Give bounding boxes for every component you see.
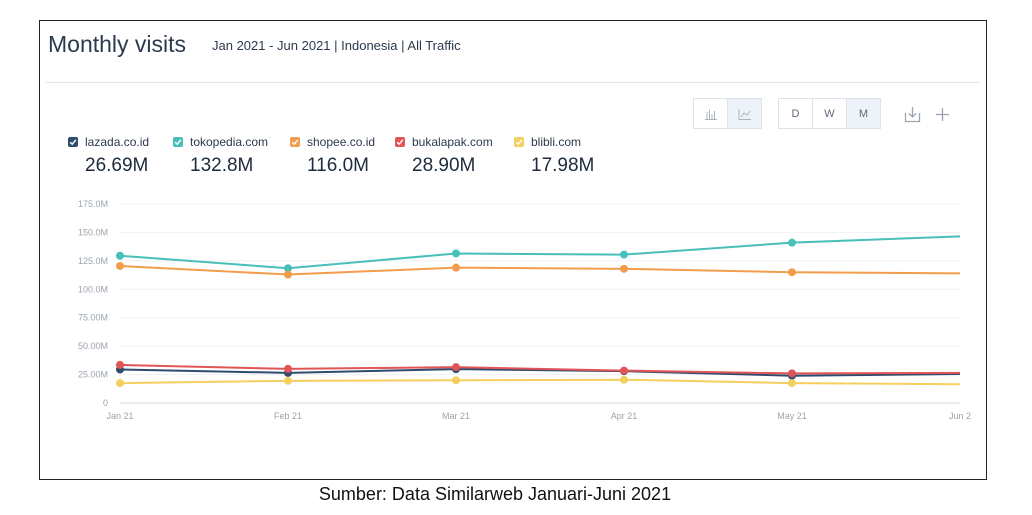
- line-chart: 0 25.00M 50.00M 75.00M 100.0M 125.0M 150.0M 175…: [78, 199, 971, 421]
- bar-chart-icon[interactable]: [694, 99, 727, 128]
- checkbox-icon[interactable]: [514, 137, 524, 147]
- chart-type-toggle: [693, 98, 762, 129]
- download-icon[interactable]: [903, 105, 921, 123]
- legend-item-4[interactable]: blibli.com 17.98M: [514, 135, 614, 183]
- chart-legend: lazada.co.id 26.69M tokopedia.com 132.8M sho…: [68, 135, 614, 183]
- legend-series-total: 28.90M: [412, 155, 476, 176]
- y-tick-label: 125.0M: [78, 256, 108, 266]
- legend-series-name: blibli.com: [531, 135, 582, 149]
- legend-label-row: blibli.com: [514, 135, 614, 149]
- data-point: [620, 366, 628, 375]
- data-point: [788, 238, 796, 247]
- x-tick-label: Jan 21: [106, 411, 133, 421]
- y-tick-label: 0: [103, 398, 108, 408]
- legend-series-name: tokopedia.com: [190, 135, 269, 149]
- x-tick-label: Mar 21: [442, 411, 470, 421]
- data-point: [452, 263, 460, 272]
- legend-series-name: bukalapak.com: [412, 135, 493, 149]
- series-line: [119, 378, 961, 386]
- x-tick-label: Apr 21: [611, 411, 638, 421]
- granularity-month-button[interactable]: M: [846, 99, 880, 128]
- checkbox-icon[interactable]: [290, 137, 300, 147]
- legend-series-total: 132.8M: [190, 155, 254, 176]
- series-line: [119, 235, 961, 270]
- header-divider: [46, 82, 980, 83]
- series-line: [119, 368, 961, 377]
- data-point: [620, 250, 628, 259]
- data-point: [284, 264, 292, 273]
- data-point: [116, 379, 124, 388]
- data-point: [452, 363, 460, 372]
- data-point: [116, 261, 124, 270]
- granularity-toggle: D W M: [778, 98, 881, 129]
- plus-icon[interactable]: [933, 105, 951, 123]
- legend-item-0[interactable]: lazada.co.id 26.69M: [68, 135, 173, 183]
- data-point: [116, 251, 124, 260]
- y-tick-label: 25.00M: [78, 370, 108, 380]
- series-line: [119, 264, 961, 276]
- granularity-week-button[interactable]: W: [812, 99, 846, 128]
- legend-label-row: bukalapak.com: [395, 135, 514, 149]
- y-tick-label: 175.0M: [78, 199, 108, 209]
- legend-item-1[interactable]: tokopedia.com 132.8M: [173, 135, 290, 183]
- chart-subtitle: Jan 2021 - Jun 2021 | Indonesia | All Tr…: [212, 38, 461, 53]
- data-point: [284, 270, 292, 279]
- legend-series-total: 17.98M: [531, 155, 595, 176]
- chart-title: Monthly visits: [48, 31, 187, 57]
- legend-series-name: lazada.co.id: [85, 135, 150, 149]
- checkbox-icon[interactable]: [68, 137, 78, 147]
- series-line: [119, 363, 961, 375]
- data-point: [788, 268, 796, 277]
- legend-series-total: 116.0M: [307, 155, 369, 176]
- legend-label-row: shopee.co.id: [290, 135, 395, 149]
- data-point: [620, 375, 628, 384]
- data-point: [116, 360, 124, 369]
- legend-item-2[interactable]: shopee.co.id 116.0M: [290, 135, 395, 183]
- data-point: [788, 369, 796, 378]
- data-point: [452, 376, 460, 385]
- x-tick-label: Jun 2: [949, 411, 971, 421]
- data-point: [620, 264, 628, 273]
- checkbox-icon[interactable]: [173, 137, 183, 147]
- data-point: [284, 364, 292, 373]
- x-tick-label: Feb 21: [274, 411, 302, 421]
- checkbox-icon[interactable]: [395, 137, 405, 147]
- y-tick-label: 75.00M: [78, 313, 108, 323]
- y-tick-label: 100.0M: [78, 284, 108, 294]
- legend-label-row: tokopedia.com: [173, 135, 290, 149]
- legend-series-name: shopee.co.id: [307, 135, 376, 149]
- data-point: [452, 249, 460, 258]
- granularity-day-button[interactable]: D: [791, 107, 800, 120]
- data-point: [284, 376, 292, 385]
- line-chart-icon[interactable]: [727, 99, 761, 128]
- data-point: [788, 379, 796, 388]
- legend-item-3[interactable]: bukalapak.com 28.90M: [395, 135, 514, 183]
- legend-label-row: lazada.co.id: [68, 135, 173, 149]
- y-tick-label: 50.00M: [78, 341, 108, 351]
- source-caption: Sumber: Data Similarweb Januari-Juni 202…: [318, 484, 672, 504]
- x-tick-label: May 21: [777, 411, 807, 421]
- legend-series-total: 26.69M: [85, 155, 149, 176]
- y-tick-label: 150.0M: [78, 227, 108, 237]
